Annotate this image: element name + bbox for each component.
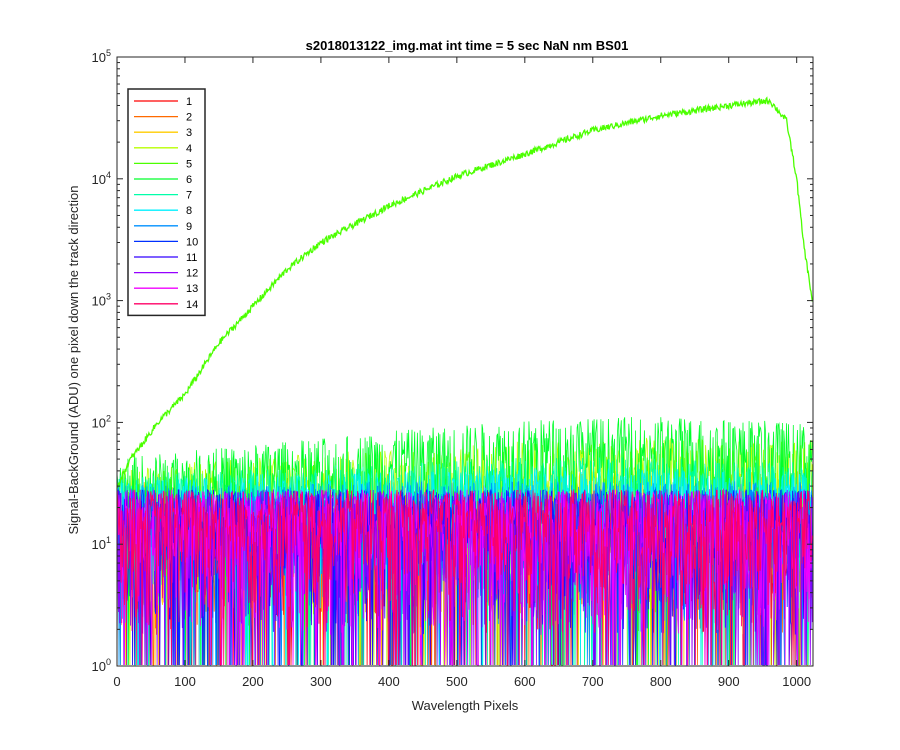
- x-tick-label: 1000: [782, 674, 811, 689]
- legend-box: [127, 88, 206, 317]
- x-axis-ticks: 0 100 200 300 400 500 600 700 800 900 1000: [113, 57, 811, 689]
- legend-label: 9: [186, 221, 192, 233]
- x-tick-label: 0: [113, 674, 120, 689]
- legend-label: 2: [186, 112, 192, 124]
- legend-item: 4: [134, 143, 192, 155]
- x-tick-label: 700: [582, 674, 604, 689]
- legend-item: 6: [134, 174, 192, 186]
- legend-label: 11: [186, 252, 197, 264]
- legend-item: 5: [134, 158, 192, 170]
- x-tick-label: 600: [514, 674, 536, 689]
- legend-item: 11: [134, 252, 197, 264]
- chart-title: s2018013122_img.mat int time = 5 sec NaN…: [306, 38, 629, 53]
- axes-box: [116, 56, 814, 667]
- legend-label: 6: [186, 174, 192, 186]
- legend-item: 10: [134, 236, 198, 248]
- legend-label: 1: [186, 96, 192, 108]
- y-tick-label: 102: [92, 413, 111, 430]
- y-tick-label: 101: [92, 535, 111, 552]
- legend-label: 13: [186, 283, 198, 295]
- legend-item: 13: [134, 283, 198, 295]
- x-tick-label: 500: [446, 674, 468, 689]
- legend-label: 8: [186, 205, 192, 217]
- legend-item: 9: [134, 221, 192, 233]
- legend-label: 4: [186, 143, 192, 155]
- series-line-14: [117, 488, 813, 666]
- legend-item: 7: [134, 190, 192, 202]
- y-tick-label: 104: [92, 170, 111, 187]
- legend-label: 12: [186, 268, 198, 280]
- x-tick-label: 300: [310, 674, 332, 689]
- y-axis-label: Signal-BackGround (ADU) one pixel down t…: [66, 185, 81, 534]
- legend-label: 7: [186, 190, 192, 202]
- legend-label: 5: [186, 158, 192, 170]
- legend-label: 14: [186, 299, 198, 311]
- x-tick-label: 900: [718, 674, 740, 689]
- plot-series-group: [117, 96, 813, 666]
- legend-item: 8: [134, 205, 192, 217]
- series-line-5: [117, 96, 813, 489]
- x-tick-label: 100: [174, 674, 196, 689]
- legend-item: 2: [134, 112, 192, 124]
- y-tick-label: 103: [92, 292, 111, 309]
- legend-label: 3: [186, 127, 192, 139]
- legend-item: 3: [134, 127, 192, 139]
- legend-label: 10: [186, 236, 198, 248]
- x-tick-label: 800: [650, 674, 672, 689]
- x-tick-label: 400: [378, 674, 400, 689]
- legend-item: 12: [134, 268, 198, 280]
- x-axis-label: Wavelength Pixels: [412, 698, 519, 713]
- legend-item: 14: [134, 299, 198, 311]
- legend-item: 1: [134, 96, 192, 108]
- x-tick-label: 200: [242, 674, 264, 689]
- y-tick-label: 105: [92, 48, 111, 65]
- y-tick-label: 100: [92, 657, 111, 674]
